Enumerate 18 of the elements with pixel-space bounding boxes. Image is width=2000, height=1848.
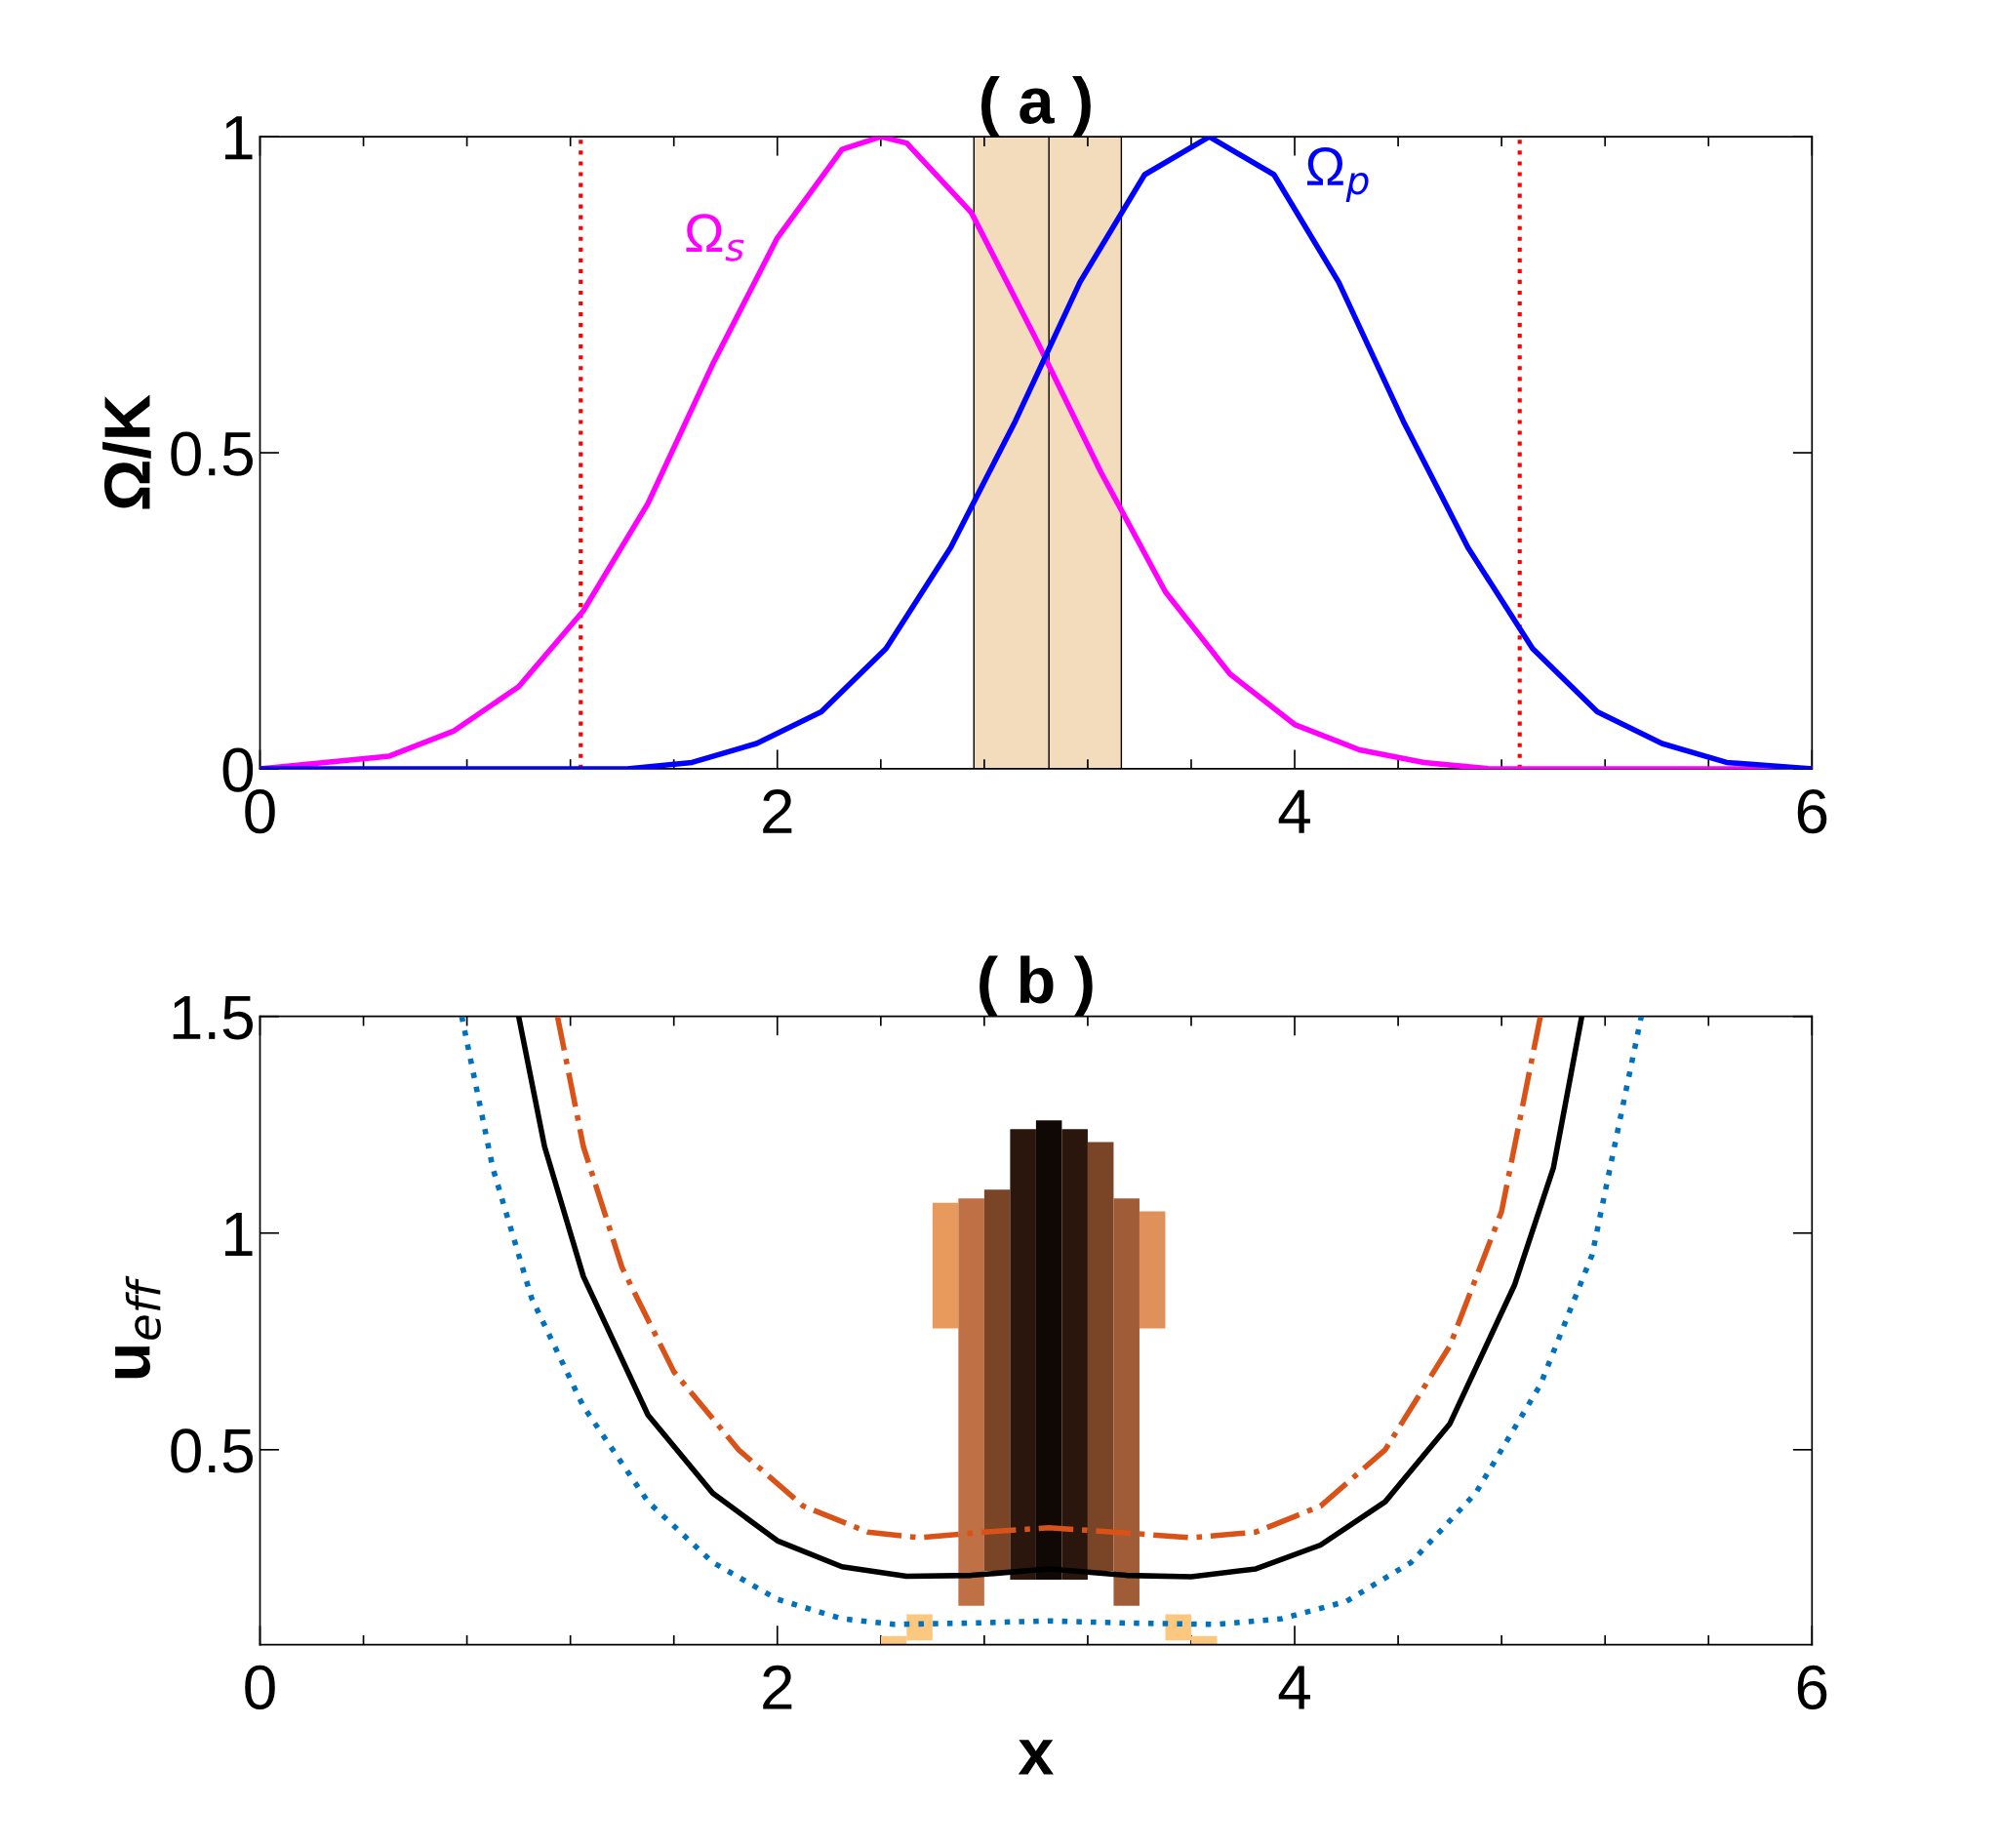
x-tick-label: 6	[1797, 789, 1827, 834]
x-tick-label: 4	[1278, 789, 1310, 833]
x-tick-label: 2	[763, 789, 792, 833]
chart-title: ( a )	[980, 75, 1091, 138]
y-tick-label: 1	[224, 1212, 253, 1256]
chart-title: ( b )	[980, 955, 1093, 1017]
x-axis-title: x	[1018, 1740, 1054, 1775]
x-tick-label: 4	[1278, 1666, 1310, 1709]
y-tick-label: 0.5	[171, 1428, 253, 1473]
series-label: Ω$_{s}$	[686, 214, 744, 261]
series-label: Ω$_{p}$	[1307, 146, 1369, 202]
y-tick-label: 1.5	[173, 995, 253, 1040]
y-tick-label: 1	[224, 116, 253, 160]
x-tick-label: 6	[1797, 1665, 1827, 1710]
y-axis-title: u$_{eff}$	[115, 1275, 161, 1379]
x-tick-label: 2	[763, 1665, 792, 1709]
y-axis-title: Ω/K	[102, 394, 151, 509]
y-tick-label: 0.5	[171, 431, 253, 476]
